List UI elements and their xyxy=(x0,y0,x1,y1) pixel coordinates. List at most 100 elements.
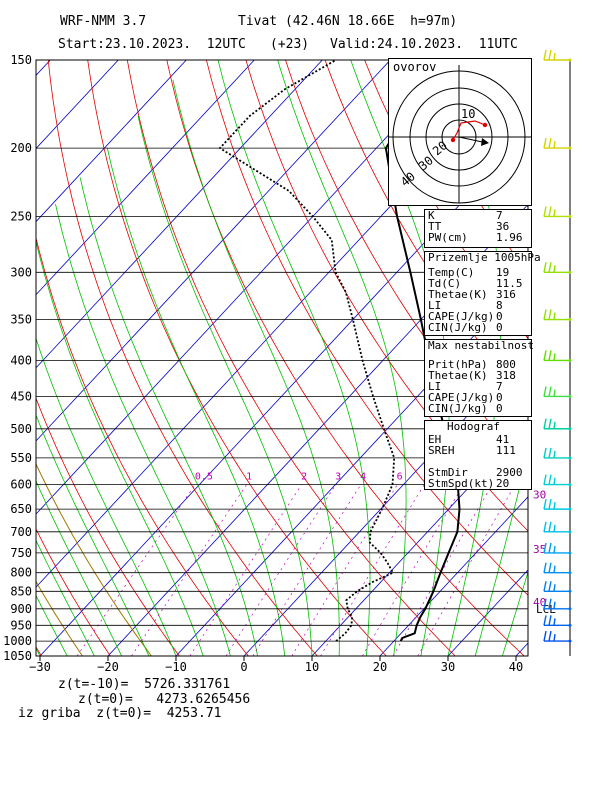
moist-adiabat-line xyxy=(79,177,258,656)
hodo-param-value: 111 xyxy=(496,444,516,457)
maxinst-row: CIN(J/kg) 0 xyxy=(425,403,531,414)
side-scale-label: 30 xyxy=(533,489,546,502)
index-value: 1.96 xyxy=(496,231,523,244)
y-tick-label: 800 xyxy=(10,566,32,580)
hodo-point-end xyxy=(482,122,488,128)
dry-adiabat-line xyxy=(522,60,528,71)
moist-adiabat-line xyxy=(36,539,95,656)
wind-barb-flag xyxy=(543,206,547,217)
wind-barb-flag xyxy=(543,262,547,273)
y-tick-label: 650 xyxy=(10,502,32,516)
wind-barb-flag xyxy=(548,598,552,609)
moist-adiabat-line xyxy=(137,115,313,656)
x-tick-label: −10 xyxy=(165,660,187,674)
wind-barb-flag xyxy=(543,137,547,149)
wind-barb-dot xyxy=(568,270,572,274)
max-instability-panel: Max nestabilnost Prit(hPa) 800 Thetae(K) 3… xyxy=(424,339,534,417)
wind-barb-dot xyxy=(568,483,572,487)
hodo-param-value: 41 xyxy=(496,433,510,446)
moist-adiabat-line xyxy=(172,79,340,656)
max-instability-title: Max nestabilnost xyxy=(428,339,534,352)
wind-barb-flag xyxy=(548,447,552,459)
wind-barb-dot xyxy=(568,607,572,611)
maxinst-key: CAPE(J/kg) xyxy=(428,391,495,404)
wind-barb-dot xyxy=(568,551,572,555)
surface-title: Prizemlje 1005hPa xyxy=(428,251,541,264)
wind-barb-flag xyxy=(548,474,552,485)
wind-barb-flag xyxy=(548,615,552,626)
x-tick-label: −20 xyxy=(97,660,119,674)
x-tick-label: 10 xyxy=(305,660,319,674)
wind-barb-dot xyxy=(568,507,572,511)
wind-barb-flag xyxy=(553,265,556,273)
wind-barb-flag xyxy=(553,209,556,217)
mixing-ratio-label: 1 xyxy=(246,471,252,482)
index-key: TT xyxy=(428,220,442,233)
wind-barb-flag xyxy=(548,137,552,149)
mixing-ratio-label: 0.5 xyxy=(195,471,213,482)
mixing-ratio-line xyxy=(417,484,516,656)
surface-key: Temp(C) xyxy=(428,266,475,279)
wind-barb-flag xyxy=(553,450,556,459)
y-tick-label: 350 xyxy=(10,313,32,327)
hodo-param-row: EH 41 xyxy=(425,434,531,445)
wind-barb-dot xyxy=(568,146,572,150)
wind-barb-flag xyxy=(543,615,547,626)
wind-barb-flag xyxy=(548,309,552,320)
isotherm-line xyxy=(36,60,391,442)
wind-barb-flag xyxy=(548,49,552,61)
y-tick-label: 300 xyxy=(10,265,32,279)
start-time: Start:23.10.2023. 12UTC xyxy=(58,37,246,52)
wind-barb-dot xyxy=(568,571,572,575)
surface-key: Thetae(K) xyxy=(428,288,488,301)
surface-row: LI 8 xyxy=(425,300,531,311)
hodo-ring-label-20: 20 xyxy=(430,138,450,158)
wind-barb-flag xyxy=(553,524,556,532)
wind-barb-dot xyxy=(568,623,572,627)
wind-barb-flag xyxy=(548,206,552,217)
wind-barb-flag xyxy=(543,521,547,532)
hodograph-params-panel: Hodograf EH 41 SREH 111 StmDir 2900 StmSpd(… xyxy=(424,420,532,490)
wind-barb-flag xyxy=(553,633,556,642)
wind-barb-flag xyxy=(548,498,552,510)
moist-adiabat-line xyxy=(36,414,150,656)
wind-barb xyxy=(543,386,572,398)
wind-barb xyxy=(543,562,572,575)
moist-adiabat-line xyxy=(217,60,371,656)
wind-barb-flag xyxy=(543,542,547,554)
wind-barb-flag xyxy=(543,474,547,485)
wind-barb-flag xyxy=(553,565,556,573)
wind-barb-flag xyxy=(553,353,556,361)
wind-barb-flag xyxy=(548,521,552,532)
surface-value: 11.5 xyxy=(496,277,523,290)
moist-adiabat-line xyxy=(55,203,231,656)
surface-row: CIN(J/kg) 0 xyxy=(425,322,531,333)
wind-barb-flag xyxy=(543,498,547,510)
wind-barb-flag xyxy=(548,581,552,592)
wind-barb-flag xyxy=(553,601,556,609)
surface-key: LI xyxy=(428,299,442,312)
wind-barb xyxy=(543,581,572,593)
wind-barb-flag xyxy=(548,562,552,573)
index-value: 7 xyxy=(496,209,503,222)
wind-barb xyxy=(543,206,572,218)
wind-barb-flag xyxy=(553,584,556,592)
surface-key: CIN(J/kg) xyxy=(428,321,488,334)
hodo-ring-label-10: 10 xyxy=(461,107,475,121)
wind-barb-dot xyxy=(568,58,572,62)
surface-row: Thetae(K) 316 xyxy=(425,289,531,300)
isotherm-line xyxy=(36,60,187,223)
wind-barb xyxy=(543,498,572,511)
mixing-ratio-label: 6 xyxy=(397,471,403,482)
mixing-ratio-line xyxy=(131,484,247,656)
y-tick-label: 550 xyxy=(10,451,32,465)
wind-barb-dot xyxy=(568,427,572,431)
dry-adiabat-line xyxy=(36,236,249,656)
y-tick-label: 950 xyxy=(10,618,32,632)
surface-value: 0 xyxy=(496,321,503,334)
mixing-ratio-label: 2 xyxy=(301,471,307,482)
side-scale-label: 35 xyxy=(533,543,546,556)
y-tick-label: 500 xyxy=(10,422,32,436)
wind-barb xyxy=(543,521,572,534)
footer-z-grib: iz griba z(t=0)= 4253.71 xyxy=(18,706,222,721)
